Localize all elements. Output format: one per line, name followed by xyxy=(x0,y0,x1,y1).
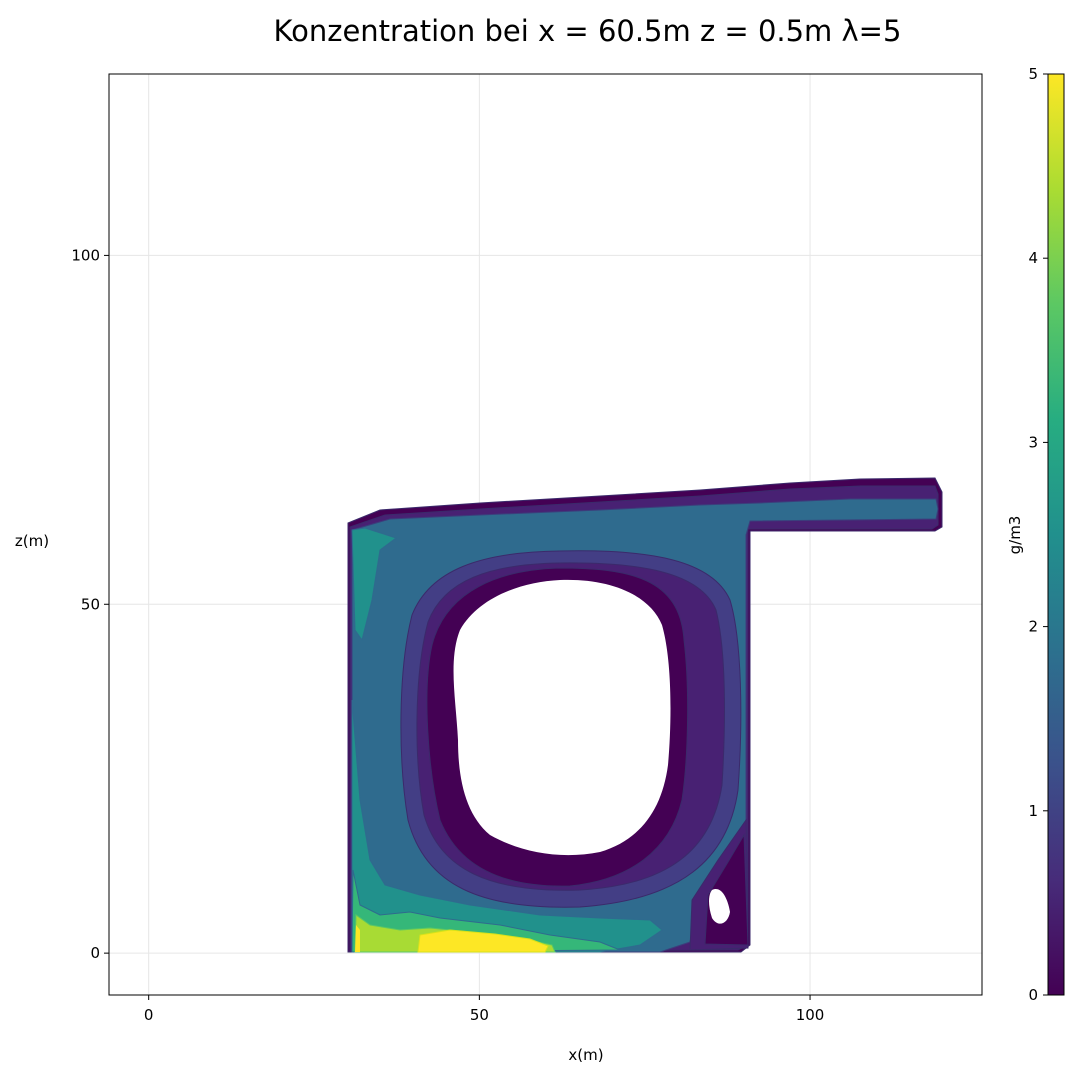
contour-band-yellow xyxy=(417,929,549,953)
colorbar-tick-label: 2 xyxy=(1028,618,1038,636)
x-tick-label: 0 xyxy=(144,1006,154,1024)
y-axis-ticks: 0 50 100 xyxy=(71,246,109,962)
y-tick-label: 0 xyxy=(90,944,100,962)
colorbar-tick-label: 3 xyxy=(1028,433,1038,451)
colorbar-label: g/m3 xyxy=(1006,516,1024,555)
colorbar-tick-label: 0 xyxy=(1028,986,1038,1004)
contour-band-teal-upper xyxy=(351,527,398,642)
contour-hole xyxy=(453,579,671,856)
y-axis-label: z(m) xyxy=(15,532,49,550)
colorbar xyxy=(1047,73,1065,996)
y-tick-label: 50 xyxy=(81,595,100,613)
plot-frame xyxy=(108,73,983,996)
contour-field xyxy=(347,477,943,953)
y-tick-label: 100 xyxy=(71,246,100,264)
x-tick-label: 100 xyxy=(796,1006,825,1024)
colorbar-tick-label: 5 xyxy=(1028,65,1038,83)
chart-title: Konzentration bei x = 60.5m z = 0.5m λ=5 xyxy=(273,14,902,48)
colorbar-ticks: 0 1 2 3 4 5 xyxy=(1028,65,1048,1004)
colorbar-tick-label: 1 xyxy=(1028,802,1038,820)
x-axis-label: x(m) xyxy=(568,1046,603,1064)
x-axis-ticks: 0 50 100 xyxy=(144,995,824,1024)
contour-band-yellow-strip xyxy=(355,925,360,952)
x-tick-label: 50 xyxy=(470,1006,489,1024)
colorbar-tick-label: 4 xyxy=(1028,249,1038,267)
contour-hole-small xyxy=(709,889,730,924)
